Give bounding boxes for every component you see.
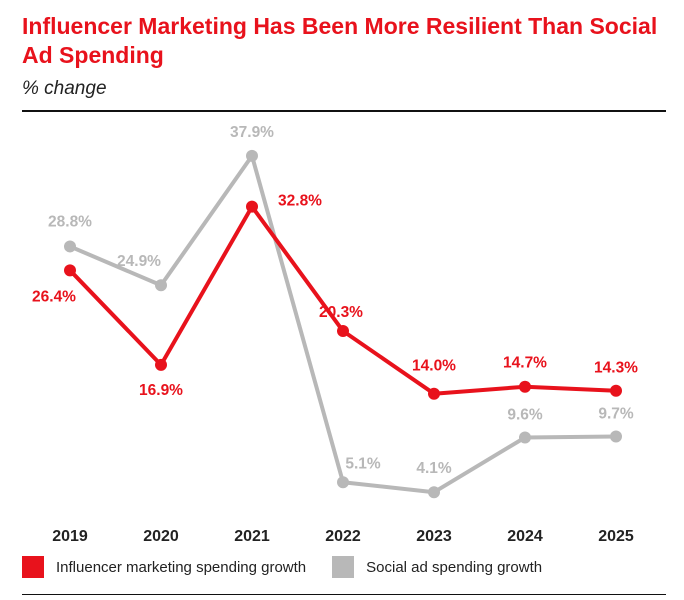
data-label-influencer-2022: 20.3% <box>319 304 363 321</box>
line-chart: 26.4% 16.9% 32.8% 20.3% 14.0% 14.7% 14.3% 28.8%… <box>32 124 638 545</box>
x-tick-label-2022: 2022 <box>325 528 361 545</box>
legend-label-influencer: Influencer marketing spending growth <box>56 558 307 576</box>
data-point-social-2023 <box>428 486 440 499</box>
data-label-social-2020: 24.9% <box>117 253 161 270</box>
legend-swatch-influencer <box>22 556 44 578</box>
series-line-social <box>68 153 618 495</box>
data-point-influencer-2023 <box>428 387 440 400</box>
bottom-rule <box>22 594 666 595</box>
x-tick-label-2020: 2020 <box>143 528 179 545</box>
legend-item-social: Social ad spending growth <box>332 556 542 578</box>
data-point-social-2019 <box>64 240 76 253</box>
data-point-influencer-2022 <box>337 325 349 338</box>
data-point-social-2024 <box>519 431 531 444</box>
data-label-social-2022: 5.1% <box>345 455 381 472</box>
data-label-social-2024: 9.6% <box>507 406 543 423</box>
data-label-influencer-2019: 26.4% <box>32 288 76 305</box>
x-tick-label-2023: 2023 <box>416 528 452 545</box>
data-point-social-2022 <box>337 476 349 489</box>
data-label-influencer-2021: 32.8% <box>278 193 322 210</box>
data-point-influencer-2021 <box>246 200 258 213</box>
data-point-social-2021 <box>246 149 258 162</box>
data-label-influencer-2023: 14.0% <box>412 358 456 375</box>
x-tick-label-2025: 2025 <box>598 528 634 545</box>
data-point-influencer-2019 <box>64 264 76 277</box>
top-rule <box>22 110 666 112</box>
chart-title: Influencer Marketing Has Been More Resil… <box>22 13 658 68</box>
x-tick-label-2021: 2021 <box>234 528 270 545</box>
legend: Influencer marketing spending growth Soc… <box>22 556 568 578</box>
data-point-social-2020 <box>155 279 167 292</box>
x-tick-label-2019: 2019 <box>52 528 88 545</box>
data-point-influencer-2020 <box>155 358 167 371</box>
data-label-influencer-2020: 16.9% <box>139 382 183 399</box>
data-point-influencer-2024 <box>519 380 531 393</box>
legend-swatch-social <box>332 556 355 578</box>
chart-subtitle: % change <box>22 78 107 99</box>
data-point-social-2025 <box>610 430 622 443</box>
data-label-social-2019: 28.8% <box>48 213 92 230</box>
data-point-influencer-2025 <box>610 384 622 397</box>
legend-label-social: Social ad spending growth <box>366 558 543 576</box>
legend-item-influencer: Influencer marketing spending growth <box>22 556 306 578</box>
x-tick-label-2024: 2024 <box>507 528 543 545</box>
data-label-social-2025: 9.7% <box>598 405 634 422</box>
data-label-influencer-2025: 14.3% <box>594 360 638 377</box>
data-label-social-2021: 37.9% <box>230 124 274 141</box>
data-label-social-2023: 4.1% <box>416 460 452 477</box>
data-label-influencer-2024: 14.7% <box>503 355 547 372</box>
